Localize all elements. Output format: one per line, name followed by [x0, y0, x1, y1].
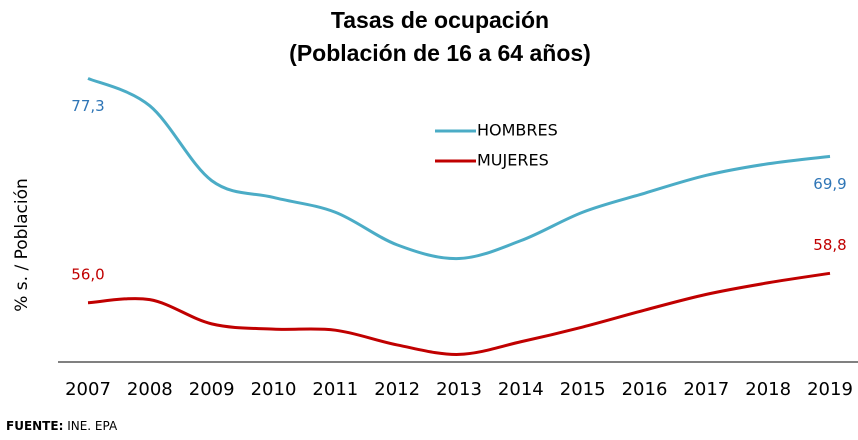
x-tick-label: 2008: [127, 379, 173, 400]
x-tick-label: 2007: [65, 379, 111, 400]
x-tick-label: 2011: [312, 379, 358, 400]
x-tick-label: 2019: [807, 379, 853, 400]
data-label: 58,8: [813, 236, 846, 254]
y-axis-label: % s. / Población: [12, 178, 32, 312]
x-tick-label: 2009: [189, 379, 235, 400]
x-tick-label: 2018: [745, 379, 791, 400]
x-tick-label: 2010: [251, 379, 297, 400]
line: [87, 271, 831, 356]
chart-title: Tasas de ocupación: [331, 7, 549, 33]
x-tick-label: 2017: [683, 379, 729, 400]
legend-label: HOMBRES: [477, 121, 558, 140]
legend-label: MUJERES: [477, 151, 549, 170]
data-label: 56,0: [71, 265, 104, 283]
source-text: INE. EPA: [67, 419, 118, 433]
chart-title: (Población de 16 a 64 años): [289, 40, 591, 66]
x-tick-label: 2013: [436, 379, 482, 400]
source-label: FUENTE:: [6, 419, 63, 433]
line: [87, 77, 831, 261]
data-label: 69,9: [813, 175, 846, 193]
x-tick-label: 2016: [622, 379, 668, 400]
data-label: 77,3: [71, 97, 104, 115]
x-tick-label: 2014: [498, 379, 544, 400]
x-tick-label: 2012: [374, 379, 420, 400]
x-tick-label: 2015: [560, 379, 606, 400]
source: FUENTE: INE. EPA: [6, 419, 118, 433]
